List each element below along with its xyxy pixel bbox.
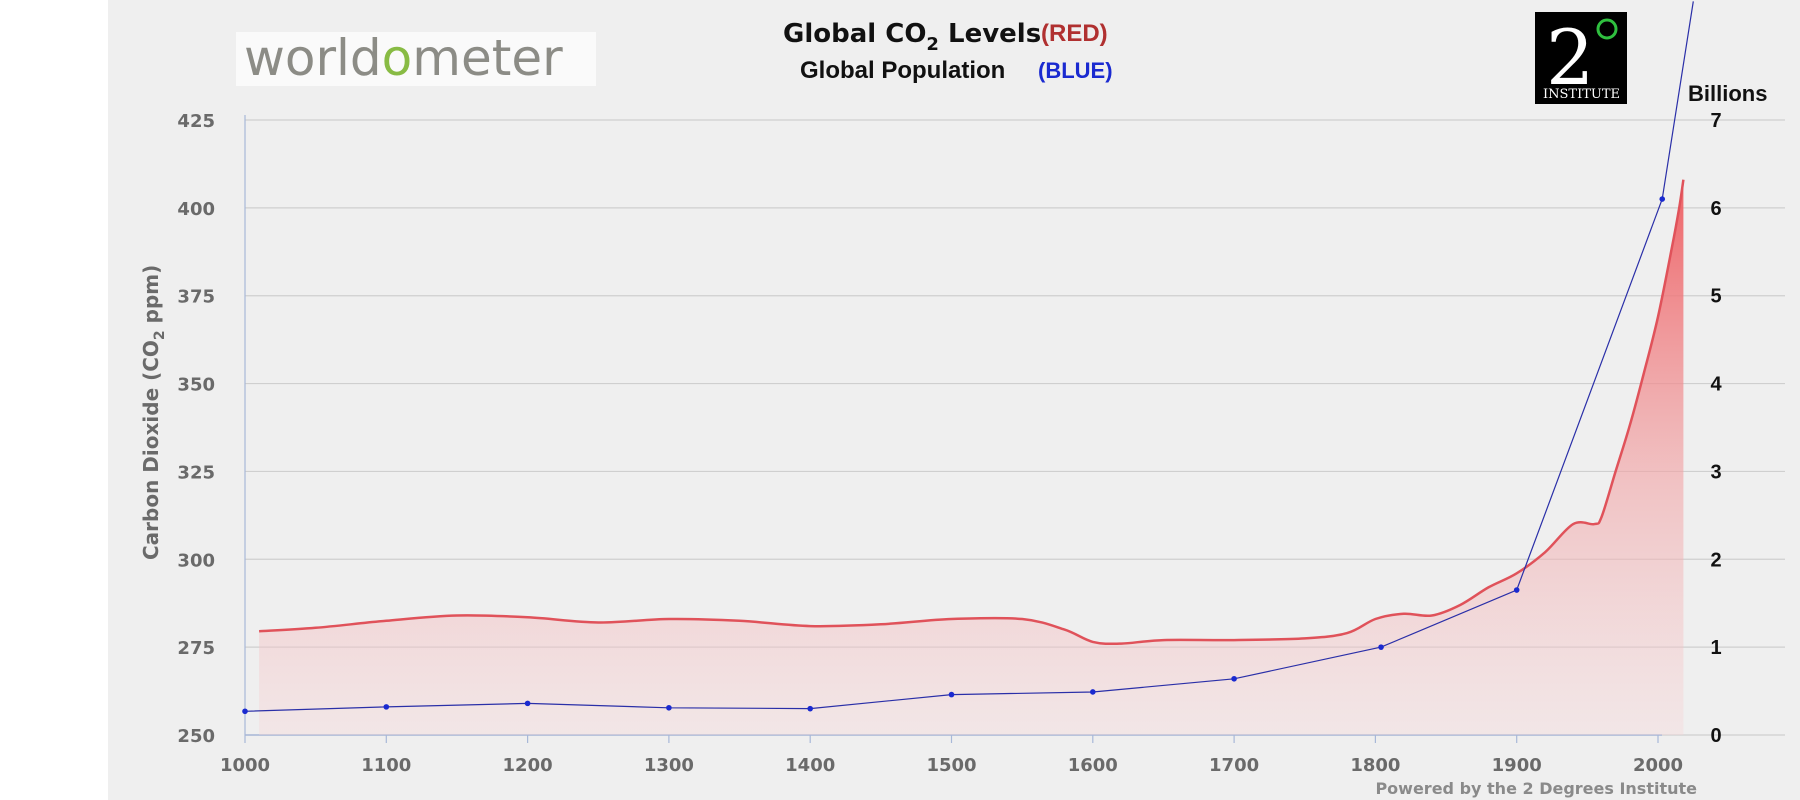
population-point: [1659, 196, 1666, 202]
co2-area: [259, 179, 1684, 735]
x-tick-label: 1000: [220, 755, 270, 776]
y-tick-label: 275: [177, 638, 215, 659]
x-tick-label: 1900: [1492, 755, 1542, 776]
population-line: [244, 1, 1694, 712]
y-tick-label: 250: [177, 726, 215, 747]
y2-tick-label: 1: [1710, 637, 1721, 659]
y-tick-label: 350: [177, 375, 215, 396]
population-series: [242, 1, 1694, 715]
co2-series: [259, 179, 1685, 735]
chart-title: Global CO2 Levels: [783, 19, 1041, 55]
x-tick-label: 2000: [1633, 755, 1683, 776]
population-point: [1090, 689, 1096, 695]
y-tick-label: 425: [177, 111, 215, 132]
worldometer-logo: worldometer: [236, 29, 596, 87]
population-point: [807, 705, 813, 712]
co2-line: [259, 179, 1685, 646]
y2-tick-label: 5: [1710, 286, 1721, 308]
y-axis-label: Carbon Dioxide (CO2 ppm): [139, 265, 168, 560]
y-tick-label: 375: [177, 287, 215, 308]
population-point: [1513, 587, 1520, 593]
x-tick-label: 1200: [503, 755, 553, 776]
population-point: [1231, 675, 1237, 682]
population-color-tag: (BLUE): [1038, 58, 1113, 83]
svg-text:INSTITUTE: INSTITUTE: [1543, 87, 1620, 102]
x-tick-label: 1300: [644, 755, 694, 776]
x-tick-label: 1600: [1068, 755, 1118, 776]
y-tick-label: 300: [177, 550, 215, 571]
y2-axis-label: Billions: [1688, 81, 1767, 106]
population-point: [1378, 644, 1384, 650]
population-point: [666, 704, 672, 711]
x-tick-label: 1500: [926, 755, 976, 776]
x-tick-label: 1400: [785, 755, 835, 776]
credit-text: Powered by the 2 Degrees Institute: [1375, 779, 1697, 798]
y2-tick-label: 4: [1710, 374, 1722, 396]
axis-ticks: 250 275 300 325 350 375 400 425 0 1 2 3 4 5 6 7 1000 1100…: [177, 110, 1722, 776]
chart-subtitle: Global Population: [800, 57, 1005, 84]
y2-tick-label: 2: [1710, 549, 1721, 571]
population-point: [242, 708, 248, 715]
y2-tick-label: 0: [1710, 725, 1721, 747]
population-point: [524, 700, 531, 707]
svg-text:worldometer: worldometer: [244, 29, 563, 87]
population-point: [383, 704, 390, 710]
x-tick-label: 1700: [1209, 755, 1259, 776]
x-tick-label: 1800: [1350, 755, 1400, 776]
y2-tick-label: 7: [1710, 110, 1721, 132]
two-degrees-institute-logo: 2 INSTITUTE: [1535, 12, 1627, 104]
co2-color-tag: (RED): [1041, 20, 1108, 47]
x-tick-label: 1100: [361, 755, 411, 776]
y-tick-label: 325: [177, 462, 215, 483]
y2-tick-label: 3: [1710, 461, 1721, 483]
y2-tick-label: 6: [1710, 198, 1721, 220]
population-point: [948, 691, 955, 698]
svg-text:2: 2: [1546, 13, 1594, 102]
y-tick-label: 400: [177, 199, 215, 220]
